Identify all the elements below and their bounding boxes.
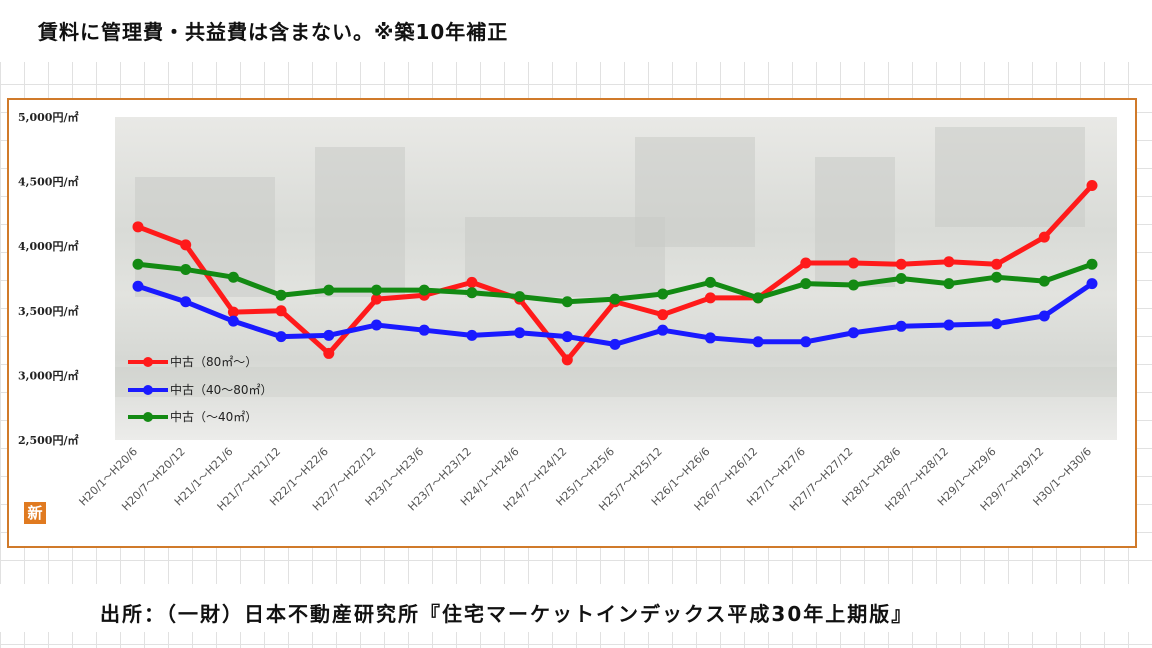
data-point (371, 284, 382, 296)
data-point (371, 319, 382, 331)
data-point (561, 354, 573, 366)
photo-building (465, 217, 665, 297)
data-point (1038, 231, 1050, 243)
data-point (418, 324, 430, 336)
y-tick-label: 4,000円/㎡ (18, 239, 78, 253)
data-point (227, 306, 239, 318)
data-point (275, 289, 287, 301)
data-point (609, 338, 621, 350)
legend-swatch-marker (143, 412, 153, 422)
data-point (514, 291, 526, 303)
data-point (180, 263, 192, 275)
data-point (657, 309, 669, 321)
data-point (371, 293, 382, 305)
header-note: 賃料に管理費・共益費は含まない。※築10年補正 (38, 20, 509, 44)
source-caption: 出所：（一財）日本不動産研究所『住宅マーケットインデックス平成30年上期版』 (100, 602, 914, 626)
data-point (1038, 310, 1050, 322)
legend-label: 中古（40～80㎡） (170, 382, 273, 397)
header-band (0, 0, 1152, 62)
data-point (991, 271, 1003, 283)
legend-swatch-marker (143, 385, 153, 395)
data-point (704, 276, 716, 288)
data-point (418, 284, 430, 296)
data-point (991, 318, 1003, 330)
data-point (561, 331, 573, 343)
data-point (132, 258, 144, 270)
data-point (943, 319, 955, 331)
data-point (1038, 275, 1050, 287)
data-point (943, 256, 955, 268)
new-badge: 新 (24, 502, 46, 524)
data-point (132, 221, 144, 233)
y-tick-label: 3,500円/㎡ (18, 304, 78, 318)
photo-building (315, 147, 405, 297)
data-point (991, 258, 1003, 270)
data-point (752, 336, 764, 348)
data-point (848, 257, 859, 269)
data-point (848, 279, 859, 291)
y-tick-label: 4,500円/㎡ (18, 175, 78, 189)
legend-label: 中古（～40㎡） (170, 409, 257, 424)
data-point (609, 293, 621, 305)
data-point (180, 239, 192, 251)
y-tick-label: 5,000円/㎡ (18, 110, 78, 124)
data-point (1086, 278, 1098, 290)
data-point (323, 329, 335, 341)
data-point (752, 292, 764, 304)
legend-label: 中古（80㎡～） (170, 354, 257, 369)
data-point (1086, 258, 1098, 270)
data-point (1086, 179, 1098, 191)
data-point (800, 336, 812, 348)
data-point (466, 287, 478, 299)
footer-band (0, 584, 1152, 632)
data-point (132, 280, 144, 292)
data-point (895, 258, 907, 270)
data-point (323, 284, 335, 296)
data-point (704, 292, 716, 304)
data-point (514, 327, 526, 339)
photo-railway (115, 367, 1117, 397)
data-point (848, 327, 859, 339)
data-point (800, 278, 812, 290)
data-point (943, 278, 955, 290)
data-point (323, 347, 335, 359)
data-point (657, 324, 669, 336)
y-tick-label: 3,000円/㎡ (18, 368, 78, 382)
data-point (275, 305, 287, 317)
data-point (657, 288, 669, 300)
photo-building (935, 127, 1085, 227)
data-point (704, 332, 716, 344)
data-point (227, 315, 239, 327)
data-point (275, 331, 287, 343)
data-point (466, 276, 478, 288)
data-point (895, 273, 907, 284)
photo-building (635, 137, 755, 247)
data-point (466, 329, 478, 341)
legend-swatch-marker (143, 357, 153, 367)
data-point (561, 296, 573, 308)
data-point (895, 320, 907, 332)
data-point (800, 257, 812, 269)
data-point (227, 271, 239, 283)
data-point (180, 296, 192, 308)
y-tick-label: 2,500円/㎡ (18, 433, 78, 447)
